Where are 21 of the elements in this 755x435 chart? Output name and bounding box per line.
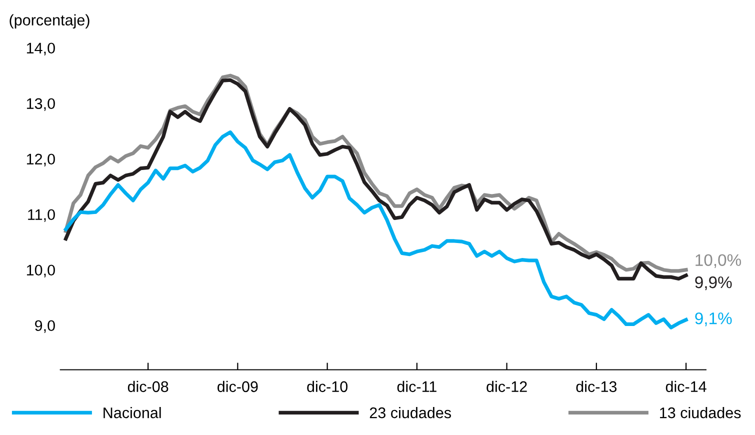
- x-tick-label: dic-11: [397, 380, 436, 392]
- x-tick-label: dic-13: [576, 380, 617, 392]
- line-series: [64, 130, 688, 330]
- y-tick-label: 11,0: [28, 209, 55, 222]
- y-tick-label: 13,0: [26, 98, 55, 111]
- annotation: 9,1%: [695, 312, 732, 326]
- x-tick-label: dic-09: [218, 380, 258, 392]
- y-tick-label: 10,0: [26, 264, 55, 278]
- y-tick-label: 14,0: [26, 42, 55, 56]
- x-tick-label: dic-14: [666, 380, 706, 392]
- x-tick-label: dic-10: [307, 380, 348, 392]
- x-tick-label: dic-08: [128, 380, 168, 392]
- y-tick-label: 9,0: [35, 320, 55, 333]
- legend-label: 23 ciudades: [370, 407, 451, 418]
- legend-label: Nacional: [104, 407, 161, 418]
- y-axis-title: (porcentaje): [10, 14, 90, 29]
- legend-label: 13 ciudades: [660, 407, 741, 418]
- x-tick-label: dic-12: [486, 380, 527, 392]
- annotation: 9,9%: [695, 276, 732, 290]
- annotation: 10,0%: [696, 254, 742, 268]
- y-tick-label: 12,0: [26, 154, 55, 166]
